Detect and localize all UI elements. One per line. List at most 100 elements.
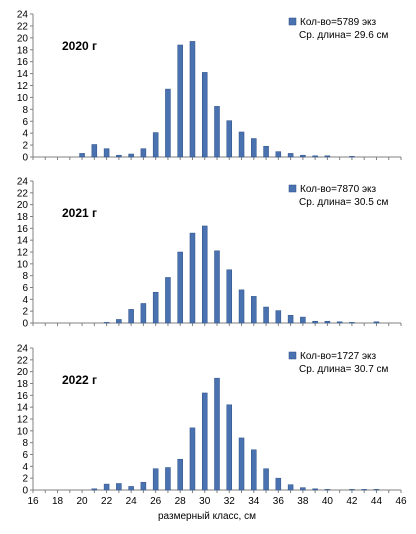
bar [152,468,159,491]
bar [103,148,110,158]
bar [177,458,183,491]
bar [238,289,245,324]
bar [226,269,233,324]
y-tick-label: 16 [17,391,29,402]
legend-series-label: Кол-во=5789 экз [300,17,377,28]
bar [214,106,220,158]
bar [226,120,233,158]
bar [214,377,220,491]
y-tick-label: 24 [17,10,29,21]
bar [238,437,245,491]
bar [140,148,147,158]
y-tick-label: 16 [17,224,29,235]
bar [287,315,294,324]
x-tick-label: 38 [297,496,309,507]
bar [177,44,183,158]
bar [189,427,196,491]
y-tick-label: 6 [22,450,28,461]
y-tick-label: 4 [22,295,28,306]
y-tick-label: 20 [17,367,29,378]
bar [140,303,147,324]
legend-mean-length: Ср. длина= 30.7 см [299,364,389,375]
bar [251,296,257,324]
y-tick-label: 12 [17,248,29,259]
y-tick-label: 2 [22,307,28,318]
legend-series-label: Кол-во=7870 экз [300,184,377,195]
y-tick-label: 4 [22,129,28,140]
bar [263,468,269,491]
y-tick-label: 18 [17,212,29,223]
bar [140,482,147,491]
y-tick-label: 10 [17,426,29,437]
bar [79,153,85,158]
bar [214,250,220,324]
legend-mean-length: Ср. длина= 30.5 см [299,197,389,208]
bar [103,322,110,324]
y-tick-label: 18 [17,45,29,56]
bar [165,277,171,324]
bar [251,138,257,158]
bar [201,225,208,324]
bar [116,483,122,491]
bar [287,153,294,158]
bar [324,155,331,158]
y-tick-label: 20 [17,33,29,44]
y-tick-label: 24 [17,344,29,355]
bar [226,404,233,491]
x-tick-label: 46 [395,496,407,507]
bar [349,156,355,158]
bar [189,232,196,324]
y-tick-label: 14 [17,69,29,80]
y-tick-label: 0 [22,319,28,330]
x-tick-label: 40 [322,496,334,507]
y-tick-label: 16 [17,57,29,68]
x-tick-label: 36 [273,496,285,507]
x-tick-label: 24 [126,496,138,507]
bar [128,486,134,491]
legend-swatch [288,184,297,193]
x-tick-label: 22 [101,496,113,507]
bar [116,319,122,324]
y-tick-label: 22 [17,355,29,366]
bar [263,306,269,324]
y-tick-label: 12 [17,81,29,92]
x-axis-title: размерный класс, см [158,511,256,522]
bar [201,392,208,491]
bar [336,321,343,324]
bar [312,320,318,324]
bar [152,291,159,324]
y-tick-label: 18 [17,379,29,390]
panel-year-title: 2021 г [62,206,97,220]
bar [300,154,306,158]
legend-swatch [288,351,297,360]
y-tick-label: 4 [22,462,28,473]
bar [128,309,134,324]
bar [103,483,110,491]
y-tick-label: 12 [17,415,29,426]
panel-year-title: 2022 г [62,373,97,387]
y-tick-label: 10 [17,259,29,270]
y-tick-label: 24 [17,177,29,188]
bar [165,467,171,491]
bar [312,155,318,158]
y-tick-label: 2 [22,141,28,152]
x-tick-label: 20 [77,496,89,507]
bar [349,322,355,324]
x-tick-label: 18 [52,496,64,507]
bar [165,88,171,158]
x-tick-label: 34 [248,496,260,507]
x-tick-label: 26 [150,496,162,507]
y-tick-label: 14 [17,236,29,247]
legend-series-label: Кол-во=1727 экз [300,351,377,362]
y-tick-label: 10 [17,93,29,104]
bar [177,251,183,324]
y-tick-label: 22 [17,21,29,32]
bar [238,131,245,158]
y-tick-label: 0 [22,486,28,497]
bar [201,72,208,158]
bar [324,320,331,324]
x-tick-label: 28 [175,496,187,507]
x-tick-label: 44 [371,496,383,507]
x-tick-label: 16 [27,496,39,507]
